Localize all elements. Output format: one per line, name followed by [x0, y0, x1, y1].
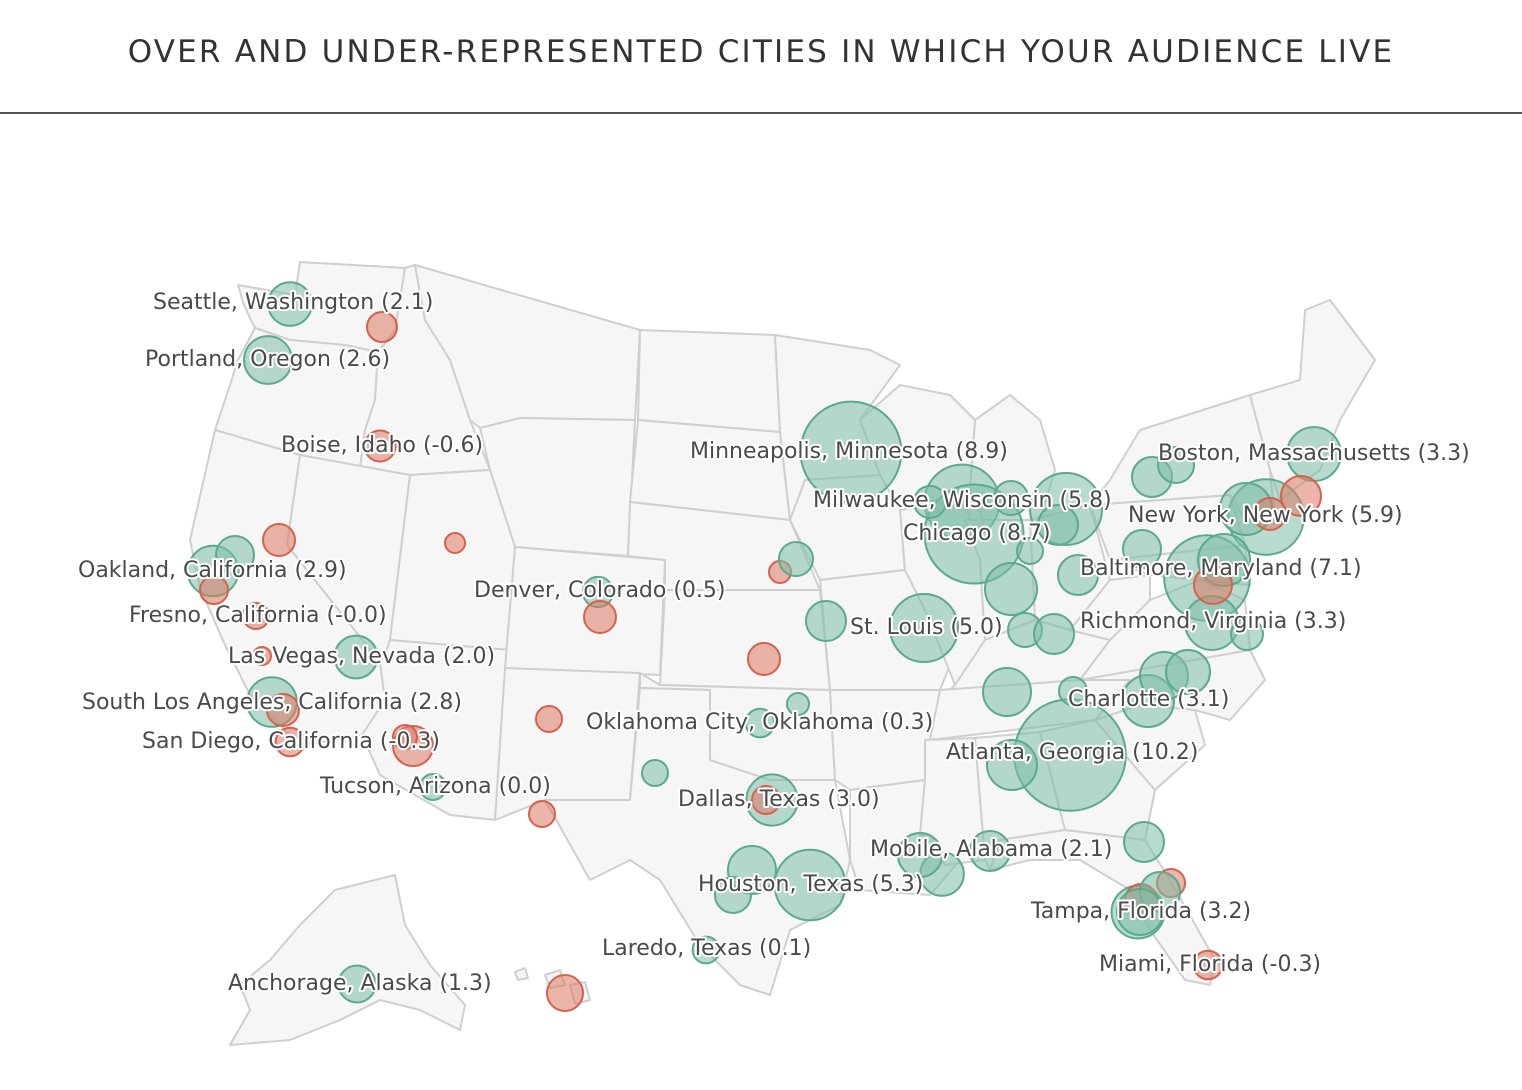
bubble-seattle-washington[interactable]: [267, 281, 313, 327]
bubble-unlabeled-23[interactable]: [969, 830, 1011, 872]
bubble-unlabeled-21[interactable]: [714, 876, 752, 914]
bubble-unlabeled-1[interactable]: [366, 311, 398, 343]
bubble-unlabeled-5[interactable]: [444, 532, 466, 554]
label-san-diego-california: San Diego, California (-0.3): [142, 729, 440, 754]
bubble-unlabeled-43[interactable]: [1193, 565, 1233, 605]
label-laredo-texas: Laredo, Texas (0.1): [602, 936, 811, 961]
bubble-unlabeled-24[interactable]: [986, 739, 1038, 791]
bubble-boise-idaho[interactable]: [363, 429, 397, 463]
label-tampa-florida: Tampa, Florida (3.2): [1030, 899, 1251, 924]
label-fresno-california: Fresno, California (-0.0): [129, 603, 387, 628]
bubble-unlabeled-41[interactable]: [1253, 497, 1287, 531]
bubble-tucson-arizona[interactable]: [419, 773, 447, 801]
bubble-unlabeled-3[interactable]: [215, 535, 255, 575]
state-texas: [544, 687, 851, 996]
label-boston-massachusetts: Boston, Massachusetts (3.3): [1158, 441, 1470, 466]
bubble-st-louis[interactable]: [889, 593, 959, 663]
bubble-portland-oregon[interactable]: [243, 335, 293, 385]
state-west-virginia: [1069, 574, 1151, 641]
bubble-unlabeled-34[interactable]: [913, 485, 947, 519]
city-labels-layer: Seattle, Washington (2.1) Portland, Orego…: [76, 288, 1472, 998]
bubble-unlabeled-52[interactable]: [546, 974, 584, 1012]
state-north-dakota: [637, 329, 781, 433]
label-minneapolis-minnesota: Minneapolis, Minnesota (8.9): [690, 439, 1008, 464]
label-mobile-alabama: Mobile, Alabama (2.1): [870, 837, 1112, 862]
bubble-unlabeled-4[interactable]: [199, 575, 229, 605]
state-alaska: [229, 874, 466, 1046]
state-arkansas: [829, 689, 941, 791]
label-las-vegas-nevada: Las Vegas, Nevada (2.0): [228, 644, 495, 669]
bubble-unlabeled-32[interactable]: [1037, 504, 1079, 546]
bubble-unlabeled-25[interactable]: [982, 667, 1032, 717]
label-portland-oregon: Portland, Oregon (2.6): [145, 347, 390, 372]
bubble-unlabeled-38[interactable]: [1157, 446, 1195, 484]
us-states-layer: [189, 261, 1376, 1046]
bubble-unlabeled-47[interactable]: [1123, 821, 1165, 863]
bubble-unlabeled-39[interactable]: [1280, 475, 1322, 517]
bubble-unlabeled-44[interactable]: [1230, 617, 1264, 651]
bubble-unlabeled-51[interactable]: [1116, 888, 1164, 936]
label-anchorage-alaska: Anchorage, Alaska (1.3): [228, 971, 492, 996]
bubble-unlabeled-26[interactable]: [1058, 676, 1088, 706]
bubble-unlabeled-46[interactable]: [1165, 649, 1211, 695]
state-utah: [389, 469, 516, 651]
label-dallas-texas: Dallas, Texas (3.0): [678, 787, 880, 812]
label-new-york-new-york: New York, New York (5.9): [1128, 503, 1403, 528]
label-charlotte: Charlotte (3.1): [1068, 687, 1229, 712]
state-kansas: [659, 589, 831, 691]
bubble-unlabeled-27[interactable]: [984, 562, 1038, 616]
label-oklahoma-city-oklahoma: Oklahoma City, Oklahoma (0.3): [586, 710, 933, 735]
bubble-unlabeled-12[interactable]: [786, 692, 810, 716]
us-city-bubble-map: Seattle, Washington (2.1) Portland, Orego…: [76, 261, 1472, 1046]
bubble-unlabeled-10[interactable]: [805, 600, 847, 642]
bubble-houston-texas[interactable]: [773, 848, 847, 922]
bubble-unlabeled-22[interactable]: [897, 832, 943, 878]
bubble-unlabeled-14[interactable]: [641, 759, 669, 787]
label-st-louis: St. Louis (5.0): [850, 615, 1003, 640]
bubble-laredo-texas[interactable]: [691, 935, 721, 965]
label-seattle-washington: Seattle, Washington (2.1): [153, 290, 433, 315]
label-miami-florida: Miami, Florida (-0.3): [1099, 952, 1321, 977]
label-richmond-virginia: Richmond, Virginia (3.3): [1080, 609, 1346, 634]
bubble-unlabeled-33[interactable]: [993, 480, 1029, 516]
label-oakland-california: Oakland, California (2.9): [78, 558, 347, 583]
bubble-unlabeled-17[interactable]: [392, 724, 418, 750]
bubble-unlabeled-30[interactable]: [1016, 537, 1044, 565]
label-denver-colorado: Denver, Colorado (0.5): [474, 578, 726, 603]
label-boise-idaho: Boise, Idaho (-0.6): [281, 433, 483, 458]
bubble-oklahoma-city-oklahoma[interactable]: [744, 707, 776, 739]
bubble-anchorage-alaska[interactable]: [337, 964, 377, 1004]
header: OVER AND UNDER-REPRESENTED CITIES IN WHI…: [0, 0, 1522, 114]
label-south-los-angeles-california: South Los Angeles, California (2.8): [82, 690, 462, 715]
bubble-miami-florida[interactable]: [1192, 949, 1224, 981]
label-baltimore-maryland: Baltimore, Maryland (7.1): [1080, 556, 1362, 581]
bubble-las-vegas-nevada[interactable]: [333, 634, 379, 680]
bubble-fresno-california[interactable]: [242, 602, 270, 630]
bubble-unlabeled-18[interactable]: [266, 693, 300, 727]
label-chicago: Chicago (8.7): [903, 521, 1051, 546]
bubble-unlabeled-9[interactable]: [778, 541, 814, 577]
label-houston-texas: Houston, Texas (5.3): [698, 872, 923, 897]
bubble-unlabeled-36[interactable]: [1122, 529, 1162, 569]
bubble-unlabeled-35[interactable]: [1057, 554, 1099, 596]
bubble-unlabeled-13[interactable]: [535, 705, 563, 733]
bubble-unlabeled-2[interactable]: [262, 523, 296, 557]
bubble-unlabeled-7[interactable]: [583, 600, 617, 634]
bubble-unlabeled-6[interactable]: [252, 646, 272, 666]
bubble-unlabeled-15[interactable]: [528, 800, 556, 828]
state-florida: [989, 829, 1216, 986]
label-tucson-arizona: Tucson, Arizona (0.0): [319, 774, 551, 799]
label-milwaukee-wisconsin: Milwaukee, Wisconsin (5.8): [813, 488, 1112, 513]
city-bubbles-layer: [186, 281, 1342, 1012]
bubble-unlabeled-11[interactable]: [747, 642, 781, 676]
bubble-unlabeled-29[interactable]: [1033, 613, 1075, 655]
bubble-minneapolis-minnesota[interactable]: [799, 400, 903, 504]
bubble-san-diego-california[interactable]: [274, 726, 306, 758]
label-atlanta-georgia: Atlanta, Georgia (10.2): [946, 740, 1198, 765]
bubble-unlabeled-19[interactable]: [751, 785, 781, 815]
page-title: OVER AND UNDER-REPRESENTED CITIES IN WHI…: [127, 34, 1395, 70]
